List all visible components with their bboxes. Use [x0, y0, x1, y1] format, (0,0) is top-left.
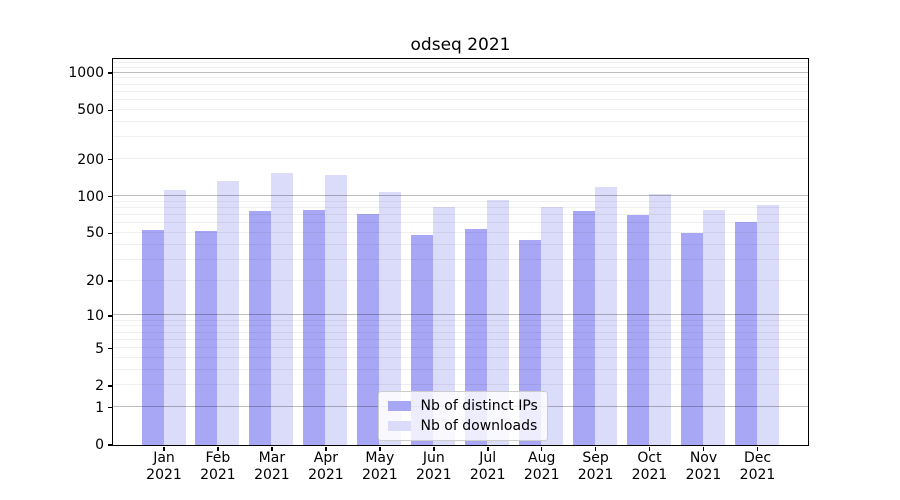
y-tick-mark-2	[107, 385, 112, 387]
bar-ips-apr	[303, 210, 326, 445]
y-tick-mark-20	[107, 280, 112, 282]
bars-layer	[113, 59, 808, 445]
x-tick-label-dec: Dec 2021	[739, 450, 776, 483]
y-tick-label-2: 2	[95, 377, 104, 394]
legend: Nb of distinct IPs Nb of downloads	[377, 390, 548, 441]
y-tick-label-10: 10	[86, 307, 104, 324]
y-tick-mark-0	[107, 444, 112, 446]
x-tick-label-jul: Jul 2021	[469, 450, 506, 483]
x-tick-mark-dec	[756, 446, 759, 451]
bar-ips-nov	[681, 232, 703, 445]
x-tick-label-mar: Mar 2021	[254, 450, 290, 483]
bar-downloads-sep	[595, 187, 618, 445]
x-tick-mark-jun	[433, 446, 435, 451]
x-tick-mark-mar	[271, 446, 273, 451]
x-tick-mark-apr	[325, 446, 327, 451]
x-tick-label-oct: Oct 2021	[631, 450, 668, 483]
x-tick-label-apr: Apr 2021	[308, 450, 344, 483]
y-tick-mark-5	[107, 347, 112, 350]
y-tick-label-100: 100	[77, 188, 104, 205]
y-tick-mark-1000	[107, 72, 112, 74]
x-tick-mark-sep	[594, 446, 597, 451]
y-tick-mark-200	[107, 158, 112, 161]
plot-area: Nb of distinct IPs Nb of downloads	[111, 57, 809, 446]
bar-ips-dec	[734, 222, 757, 445]
y-tick-mark-500	[107, 109, 112, 112]
x-tick-mark-feb	[217, 446, 219, 451]
x-tick-label-jan: Jan 2021	[146, 450, 182, 483]
bar-downloads-jul	[487, 199, 510, 445]
legend-item-distinct-ips: Nb of distinct IPs	[387, 396, 538, 416]
y-tick-label-20: 20	[86, 273, 104, 290]
x-tick-label-jun: Jun 2021	[415, 450, 452, 483]
bar-ips-feb	[195, 230, 218, 445]
x-tick-mark-jul	[487, 446, 489, 451]
bar-ips-mar	[249, 210, 272, 445]
x-tick-label-feb: Feb 2021	[200, 450, 236, 483]
y-tick-label-500: 500	[77, 102, 104, 119]
bar-downloads-dec	[756, 204, 779, 445]
bar-downloads-may	[379, 192, 402, 445]
bar-ips-may	[357, 214, 380, 445]
x-tick-mark-aug	[540, 446, 543, 451]
x-tick-label-may: May 2021	[361, 450, 398, 483]
y-tick-label-0: 0	[95, 437, 104, 453]
bar-downloads-feb	[217, 180, 240, 445]
chart-title: odseq 2021	[410, 35, 511, 55]
y-tick-mark-100	[107, 195, 112, 198]
legend-label-downloads: Nb of downloads	[420, 417, 538, 434]
y-tick-label-1: 1	[95, 399, 104, 416]
x-tick-mark-oct	[648, 446, 651, 451]
legend-swatch-ips	[387, 400, 411, 411]
bar-ips-oct	[627, 215, 650, 445]
y-tick-label-5: 5	[95, 340, 104, 357]
bar-downloads-jan	[163, 189, 186, 445]
legend-swatch-downloads	[387, 420, 411, 431]
x-tick-mark-nov	[702, 446, 705, 451]
y-tick-label-200: 200	[77, 151, 104, 168]
x-tick-label-nov: Nov 2021	[685, 450, 722, 483]
bar-downloads-mar	[271, 172, 294, 445]
bar-downloads-aug	[541, 206, 564, 445]
y-tick-label-1000: 1000	[68, 65, 104, 82]
bar-ips-jan	[141, 229, 164, 445]
x-tick-label-aug: Aug 2021	[523, 450, 560, 483]
y-tick-mark-1	[107, 406, 112, 409]
bar-ips-sep	[573, 210, 596, 445]
bar-downloads-apr	[325, 174, 348, 445]
x-tick-mark-jan	[163, 446, 165, 451]
y-tick-label-50: 50	[86, 225, 104, 242]
y-tick-mark-10	[107, 315, 112, 317]
x-tick-label-sep: Sep 2021	[577, 450, 614, 483]
bar-downloads-jun	[433, 207, 456, 445]
bar-downloads-oct	[649, 193, 672, 445]
y-tick-mark-50	[107, 232, 112, 235]
x-tick-mark-may	[379, 446, 381, 451]
bar-downloads-nov	[703, 210, 725, 445]
legend-label-ips: Nb of distinct IPs	[420, 397, 538, 414]
legend-item-downloads: Nb of downloads	[387, 416, 538, 436]
